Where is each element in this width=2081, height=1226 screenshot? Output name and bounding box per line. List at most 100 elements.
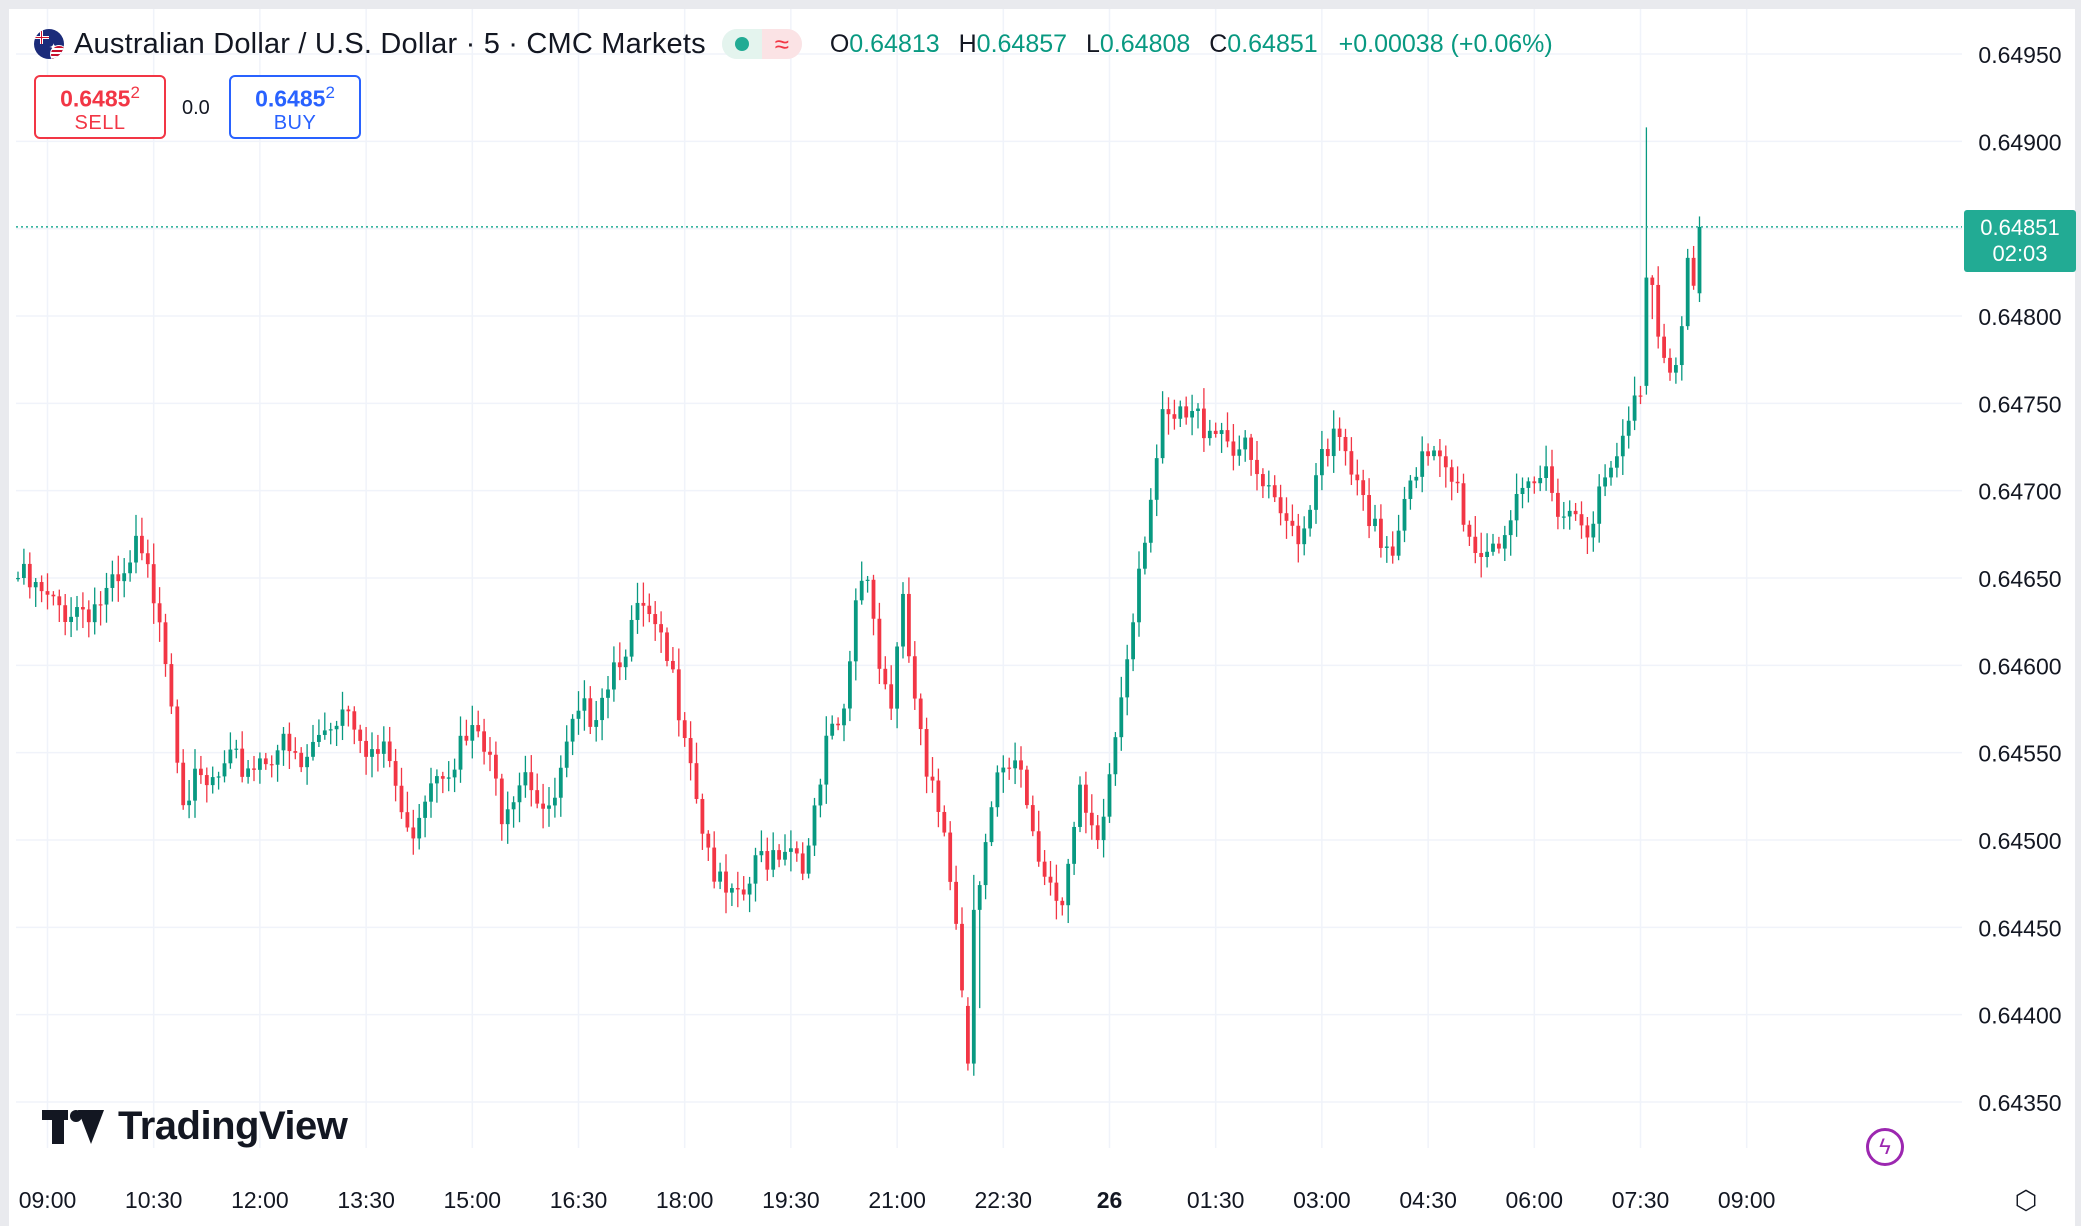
candle-body — [1143, 542, 1147, 569]
candle — [1036, 810, 1041, 867]
candle-body — [570, 718, 575, 742]
candle — [712, 831, 717, 889]
candle — [423, 795, 427, 838]
candle — [1084, 771, 1088, 834]
candle-body — [541, 803, 545, 809]
candle-body — [930, 776, 935, 781]
market-status-pill[interactable]: ≈ — [721, 29, 802, 59]
y-tick-label: 0.64700 — [1978, 479, 2061, 505]
price-axis: 0.649500.649000.648500.648000.647500.647… — [1978, 42, 2061, 1116]
candle — [281, 727, 286, 766]
candle — [895, 642, 899, 729]
candle-body — [1320, 448, 1324, 476]
candle-body — [730, 888, 734, 893]
candle — [1367, 478, 1371, 539]
candle-body — [222, 763, 227, 777]
candle — [1426, 443, 1430, 466]
candle-body — [22, 563, 26, 578]
candle-body — [794, 848, 799, 854]
candle — [511, 796, 516, 828]
candle — [694, 742, 699, 804]
candle — [1361, 469, 1366, 511]
tradingview-logo[interactable]: TradingView — [42, 1104, 348, 1149]
candle — [706, 830, 711, 861]
candle — [334, 720, 339, 747]
candle — [39, 575, 44, 603]
candle-body — [1567, 510, 1572, 517]
candle-body — [69, 616, 73, 623]
candle — [393, 748, 398, 802]
candle-body — [311, 741, 315, 757]
candle — [181, 749, 186, 810]
candle-body — [853, 600, 858, 662]
candle — [1538, 465, 1543, 492]
candle — [269, 755, 274, 778]
candle-body — [789, 848, 793, 852]
candle-body — [1432, 450, 1436, 457]
candle-body — [1178, 406, 1183, 419]
candle-body — [352, 711, 357, 730]
candle-body — [134, 535, 138, 563]
candle-body — [966, 1005, 970, 1064]
candle-body — [1296, 525, 1301, 545]
x-tick-label: 04:30 — [1399, 1187, 1457, 1213]
candle — [1615, 442, 1619, 478]
candle — [582, 680, 587, 731]
candle-body — [1054, 882, 1059, 901]
candle-body — [281, 733, 286, 751]
candle-body — [1278, 497, 1283, 514]
candle-body — [1072, 826, 1076, 864]
candle-body — [706, 833, 711, 848]
lightning-icon[interactable]: ϟ — [1866, 1128, 1904, 1166]
candle-body — [830, 723, 835, 736]
candle — [936, 768, 941, 828]
candle — [476, 710, 481, 738]
candle-body — [1467, 524, 1472, 537]
candle-body — [1461, 483, 1466, 525]
y-tick-label: 0.64800 — [1978, 304, 2061, 330]
candle — [1095, 815, 1100, 849]
candle — [458, 716, 463, 783]
candle-body — [1532, 481, 1537, 484]
candle-body — [370, 749, 374, 757]
buy-button[interactable]: 0.64852 BUY — [229, 75, 361, 139]
settings-icon[interactable]: ⬡ — [2014, 1184, 2038, 1215]
candle — [1337, 417, 1342, 451]
candle-body — [594, 720, 599, 727]
sell-button[interactable]: 0.64852 SELL — [34, 75, 166, 139]
candle — [842, 703, 846, 742]
candle-body — [1290, 520, 1295, 526]
candle — [199, 755, 203, 784]
candle-body — [187, 800, 191, 806]
symbol-title[interactable]: Australian Dollar / U.S. Dollar · 5 · CM… — [74, 27, 706, 60]
candle — [1532, 476, 1537, 494]
candle-body — [252, 768, 256, 770]
candle-body — [1060, 900, 1065, 906]
candle — [1485, 533, 1489, 568]
aud-usd-flag-icon: ✦ — [34, 29, 64, 59]
candle — [1207, 419, 1212, 446]
candle-body — [1284, 513, 1289, 521]
candle-body — [1603, 477, 1607, 487]
candle — [907, 577, 911, 663]
candle — [1154, 444, 1159, 517]
candle — [865, 575, 870, 593]
candle-body — [700, 798, 705, 834]
candle-body — [901, 593, 905, 647]
candle-body — [1656, 284, 1661, 337]
candle-body — [1573, 510, 1578, 515]
candle-body — [116, 574, 121, 582]
candle — [1473, 516, 1478, 564]
candle — [358, 724, 363, 754]
candle-body — [1089, 812, 1094, 826]
candle — [635, 582, 640, 634]
candle — [676, 648, 681, 737]
candle-body — [688, 738, 693, 764]
candle — [529, 755, 534, 807]
candle — [1384, 536, 1389, 563]
candle — [1544, 445, 1548, 491]
candle — [122, 558, 127, 598]
candle — [1697, 216, 1702, 303]
candle — [1143, 536, 1147, 575]
